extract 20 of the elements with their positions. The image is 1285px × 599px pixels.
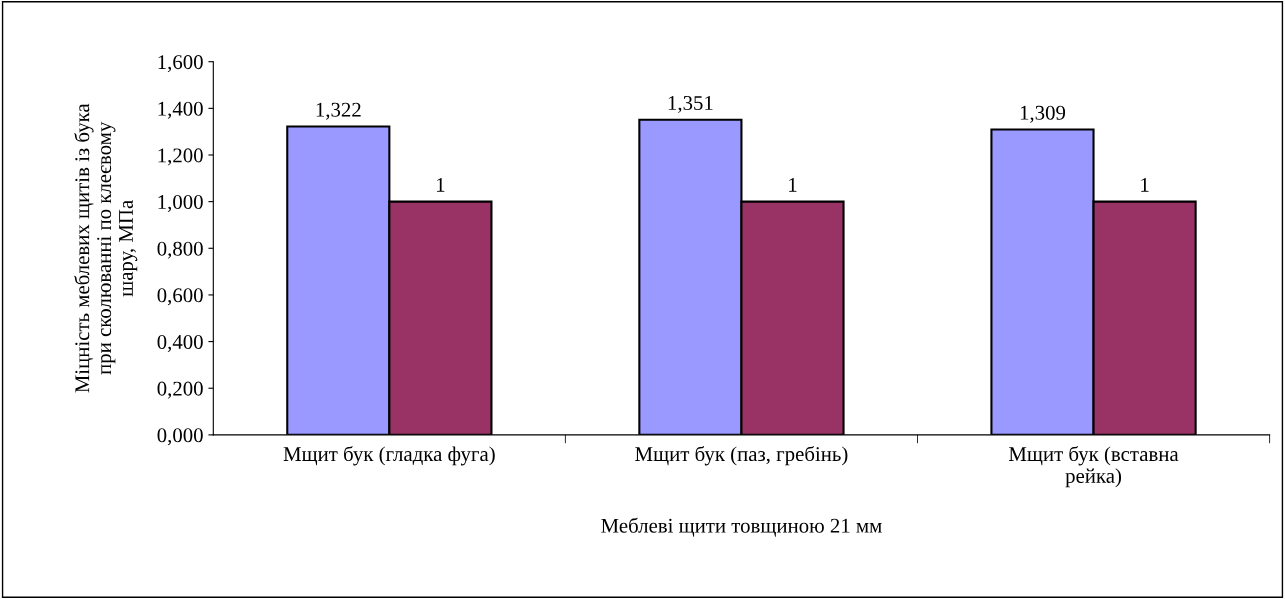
y-tick-label: 1,600 — [158, 55, 203, 73]
data-label: 1,322 — [316, 102, 361, 120]
y-tick-label: 0,600 — [157, 288, 203, 306]
data-label: 1 — [437, 177, 445, 192]
y-tick-label: 0,800 — [157, 241, 203, 259]
y-axis-title: Міцність меблевих щитів із бука при сколюванні по клеєвому шару, МПа — [74, 103, 138, 393]
y-tick-label: 0,400 — [157, 334, 203, 353]
data-label: 1 — [789, 177, 797, 192]
x-tick-label: Мщит бук (вставна рейка) — [1008, 445, 1179, 488]
data-label: 1 — [1141, 177, 1149, 192]
y-tick-label: 0,200 — [157, 381, 203, 399]
y-tick-label: 1,200 — [158, 148, 203, 166]
y-tick-label: 1,400 — [158, 101, 203, 119]
y-tick-label: 1,000 — [158, 195, 203, 213]
data-label: 1,309 — [1020, 105, 1066, 123]
x-axis-title: Меблеві щити товщиною 21 мм — [601, 517, 882, 537]
y-tick-label: 0,000 — [157, 428, 203, 446]
data-label: 1,351 — [668, 95, 713, 113]
x-tick-label: Мщит бук (паз, гребінь) — [635, 445, 848, 466]
x-tick-label: Мщит бук (гладка фуга) — [283, 445, 495, 466]
